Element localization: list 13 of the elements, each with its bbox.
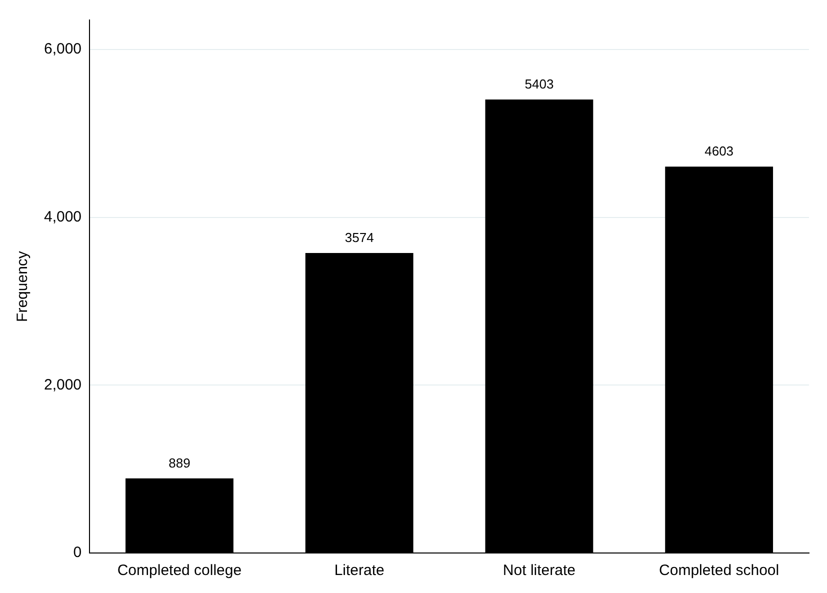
data-label: 5403 — [524, 76, 554, 92]
data-label: 3574 — [344, 230, 374, 246]
y-axis-title: Frequency — [14, 250, 32, 322]
x-tick-label: Completed college — [117, 562, 242, 580]
x-tick-label: Literate — [334, 562, 384, 580]
x-tick-label: Not literate — [502, 562, 576, 580]
y-tick-label: 4,000 — [44, 208, 82, 226]
data-label: 889 — [168, 455, 190, 470]
x-tick-label: Completed school — [659, 562, 780, 580]
y-tick-label: 6,000 — [44, 40, 82, 58]
y-tick-label: 0 — [73, 544, 82, 562]
y-tick-label: 2,000 — [44, 376, 82, 394]
data-label: 4603 — [704, 144, 734, 159]
